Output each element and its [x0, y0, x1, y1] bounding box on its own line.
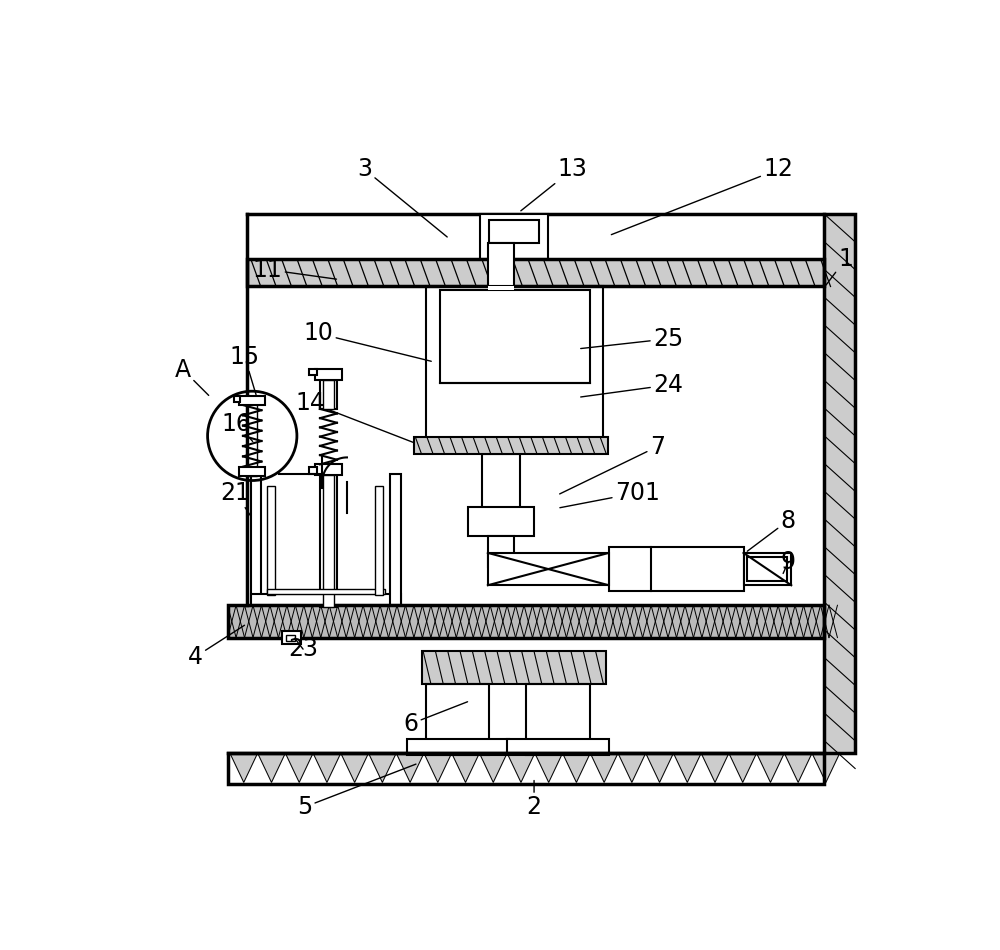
Polygon shape	[479, 753, 507, 783]
Polygon shape	[673, 753, 701, 783]
Bar	[247, 258, 824, 287]
Polygon shape	[812, 753, 840, 783]
Bar	[824, 214, 855, 753]
Bar	[747, 557, 787, 581]
Text: 6: 6	[403, 702, 468, 736]
Bar	[309, 467, 317, 474]
Text: 7: 7	[560, 435, 665, 494]
Polygon shape	[452, 753, 479, 783]
Polygon shape	[618, 753, 646, 783]
Bar	[320, 380, 337, 408]
Text: 701: 701	[560, 481, 660, 507]
Polygon shape	[701, 753, 729, 783]
Bar	[309, 369, 317, 375]
Polygon shape	[757, 753, 784, 783]
Bar	[234, 396, 240, 402]
Polygon shape	[507, 753, 535, 783]
Bar	[426, 684, 489, 754]
Bar	[286, 635, 295, 640]
Polygon shape	[258, 753, 285, 783]
Bar	[228, 605, 824, 637]
Polygon shape	[563, 753, 590, 783]
Bar	[282, 632, 301, 644]
Polygon shape	[590, 753, 618, 783]
Bar	[228, 605, 824, 637]
Bar	[320, 475, 337, 607]
Polygon shape	[424, 753, 452, 783]
Text: 15: 15	[229, 345, 260, 394]
Bar	[414, 437, 608, 454]
Text: 2: 2	[527, 781, 542, 819]
Polygon shape	[369, 753, 396, 783]
Bar	[488, 243, 514, 287]
Text: 10: 10	[304, 321, 431, 361]
Bar	[239, 466, 265, 476]
Bar	[422, 652, 606, 684]
Bar	[744, 553, 791, 585]
Bar	[315, 465, 342, 475]
Bar	[251, 595, 401, 605]
Text: 12: 12	[611, 158, 793, 235]
Bar	[267, 485, 275, 596]
Text: 13: 13	[521, 158, 587, 211]
Bar	[422, 652, 606, 684]
Bar	[267, 589, 385, 595]
Bar	[507, 739, 609, 754]
Bar	[323, 475, 334, 607]
Bar	[488, 553, 609, 585]
Text: 11: 11	[253, 257, 337, 281]
Bar	[482, 454, 520, 520]
Bar	[323, 380, 334, 408]
Text: 9: 9	[781, 550, 796, 574]
Bar	[468, 506, 534, 536]
Bar	[248, 396, 257, 476]
Text: 24: 24	[581, 373, 683, 397]
Text: 16: 16	[222, 411, 253, 442]
Bar	[375, 485, 383, 596]
Bar	[488, 536, 514, 567]
Polygon shape	[729, 753, 757, 783]
Text: 4: 4	[188, 625, 245, 669]
Polygon shape	[784, 753, 812, 783]
Polygon shape	[646, 753, 673, 783]
Bar	[609, 547, 744, 592]
Bar	[440, 291, 590, 383]
Text: 5: 5	[297, 764, 416, 819]
Bar	[489, 220, 539, 243]
Polygon shape	[230, 753, 258, 783]
Text: 8: 8	[747, 508, 796, 551]
Text: 14: 14	[296, 390, 414, 443]
Bar	[315, 369, 342, 380]
Bar	[426, 287, 603, 449]
Bar	[390, 474, 401, 605]
Polygon shape	[341, 753, 369, 783]
Polygon shape	[396, 753, 424, 783]
Bar	[239, 396, 265, 405]
Polygon shape	[535, 753, 563, 783]
Polygon shape	[285, 753, 313, 783]
Bar	[526, 684, 590, 754]
Text: 1: 1	[826, 247, 853, 285]
Bar	[824, 214, 855, 753]
Text: 25: 25	[581, 327, 683, 351]
Text: 3: 3	[357, 158, 447, 237]
Bar	[488, 287, 514, 291]
Bar	[480, 214, 548, 258]
Bar	[414, 437, 608, 454]
Text: 23: 23	[288, 637, 318, 661]
Polygon shape	[313, 753, 341, 783]
Bar	[407, 739, 509, 754]
Bar	[228, 753, 824, 784]
Bar	[228, 753, 824, 784]
Bar	[251, 474, 261, 605]
Text: A: A	[175, 357, 209, 395]
Bar	[247, 258, 824, 287]
Text: 21: 21	[220, 481, 251, 516]
